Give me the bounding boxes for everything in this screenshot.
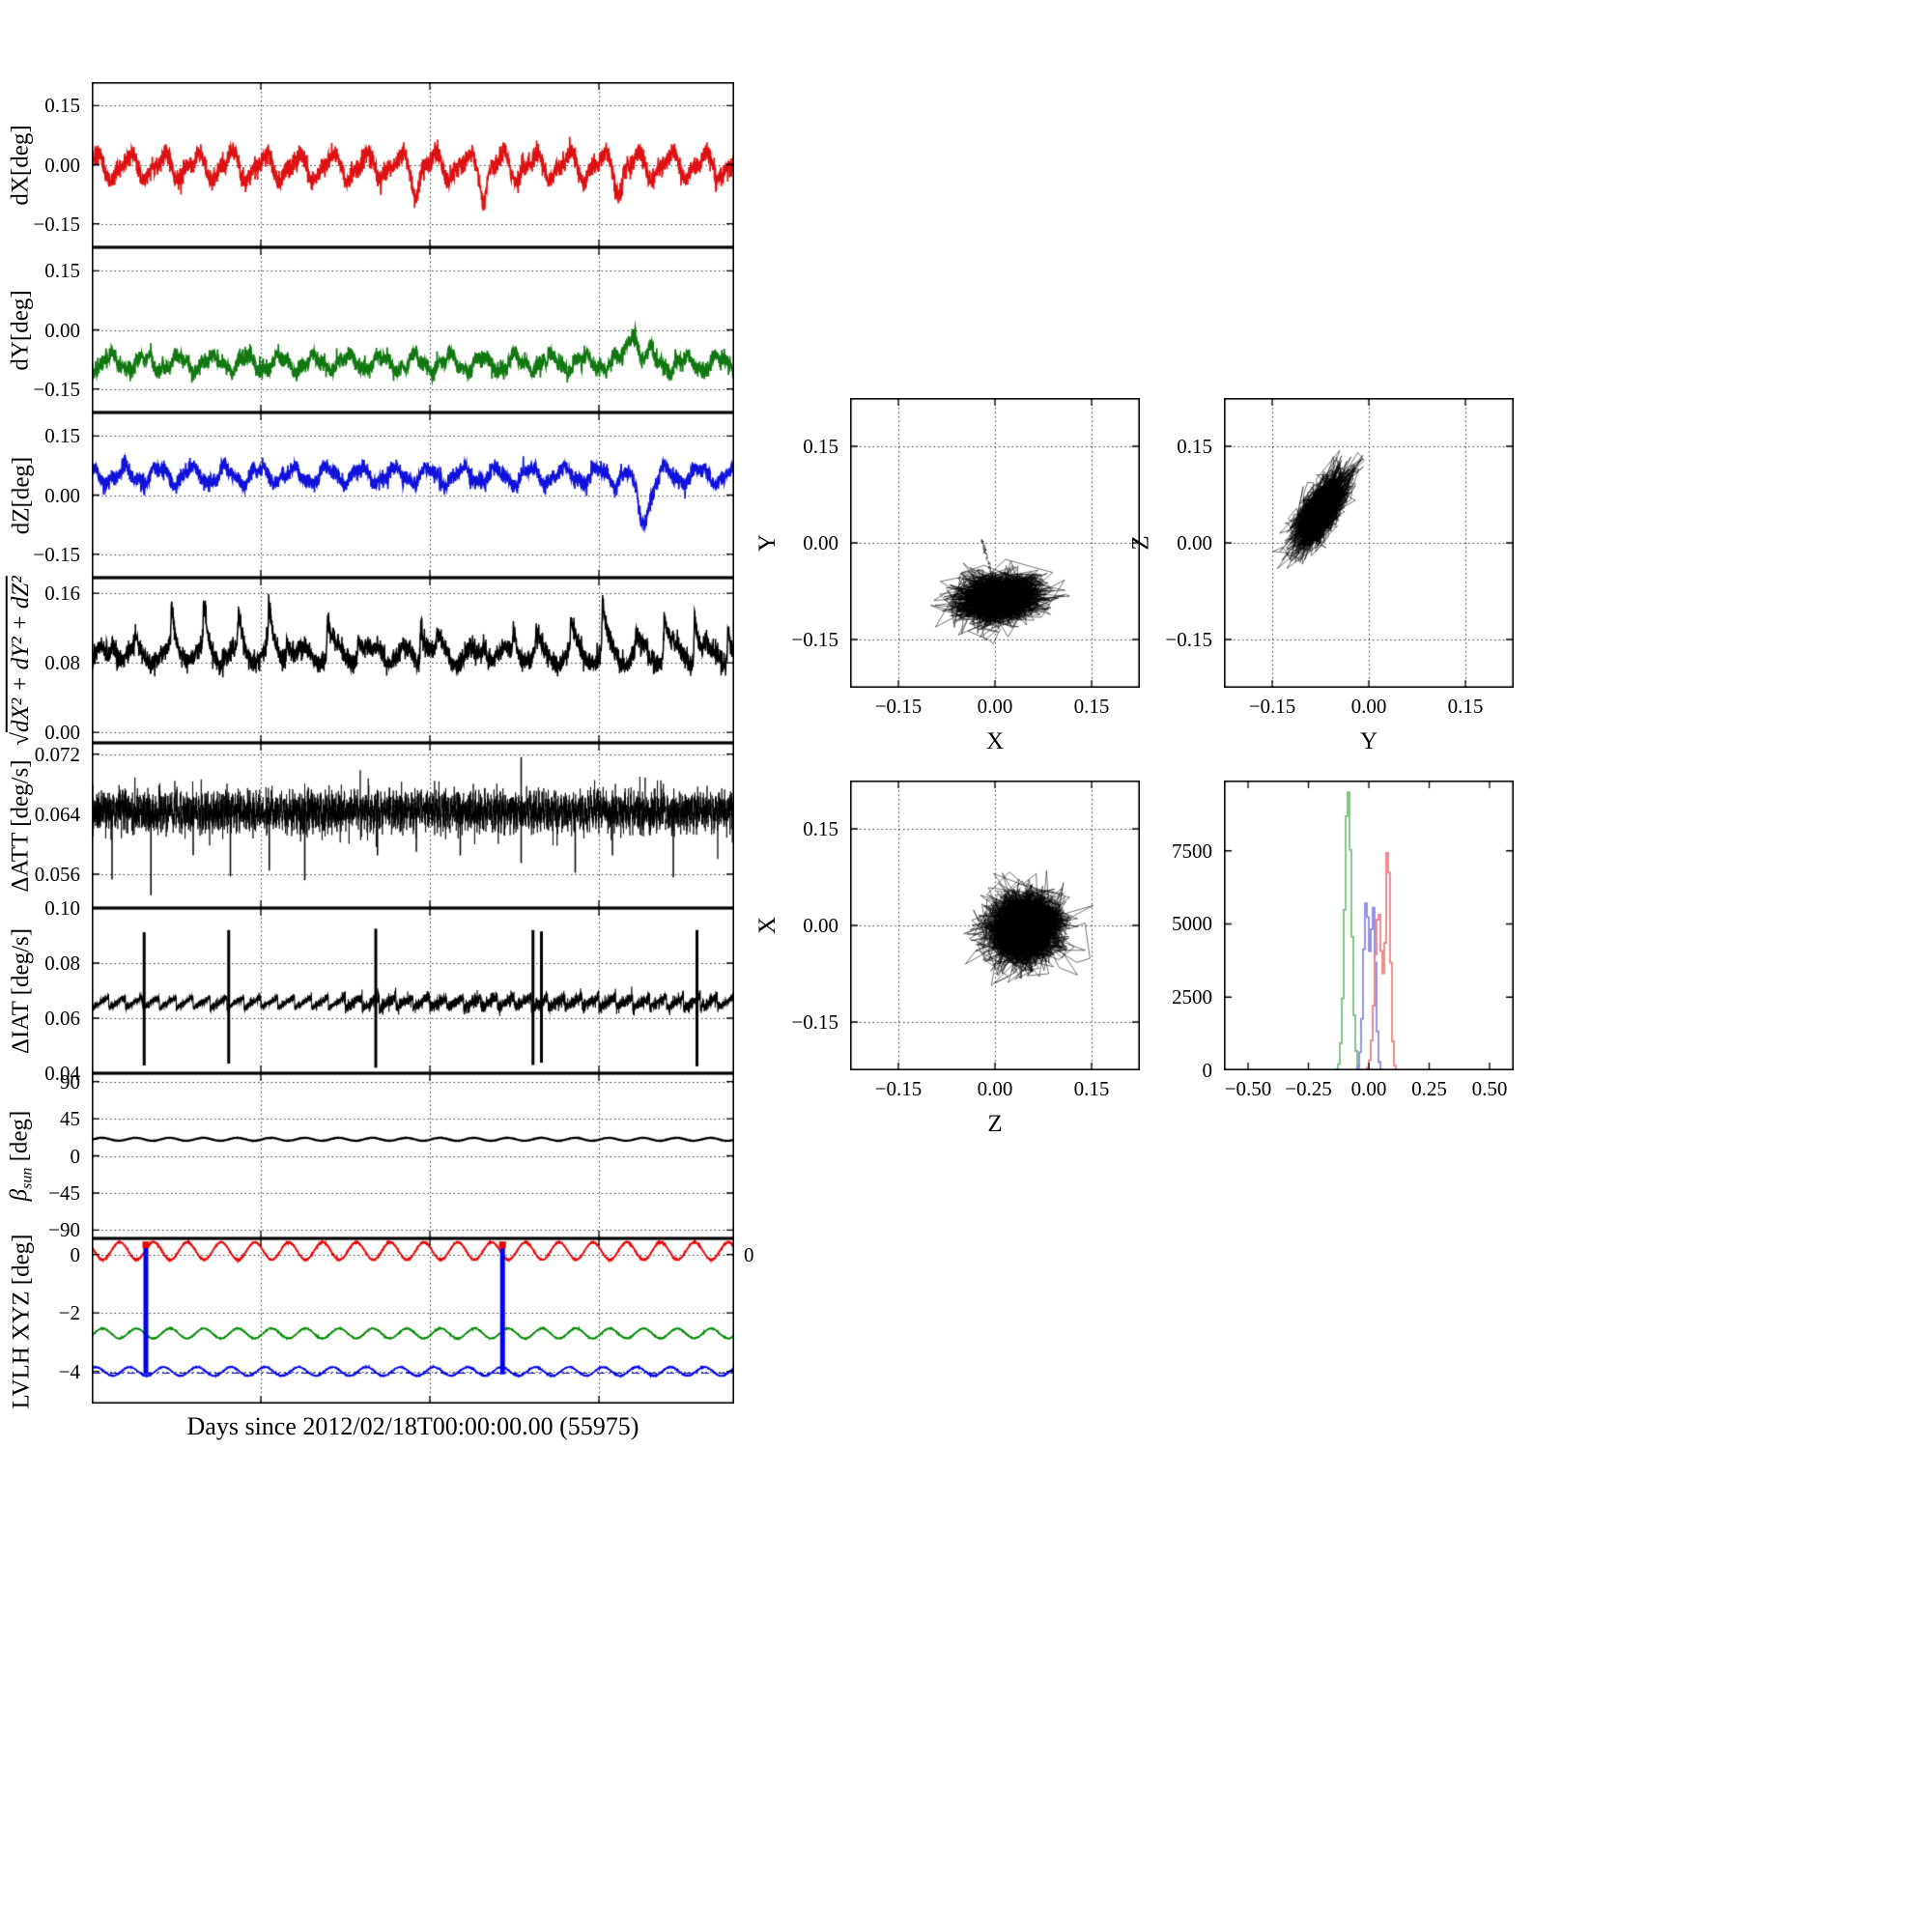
tick-label: 0.25 — [1411, 1077, 1447, 1100]
tick-label: −0.15 — [791, 1010, 838, 1034]
tick-label: 0.00 — [44, 318, 80, 342]
tick-label: 0.15 — [803, 435, 838, 458]
plot-dx-timeseries — [92, 82, 734, 247]
tick-label: 0.50 — [1471, 1077, 1508, 1100]
tick-label: 0.15 — [44, 259, 80, 283]
tick-label: −0.15 — [33, 542, 80, 566]
tick-label: 0 — [70, 1242, 81, 1266]
plot-yz-scatter — [1224, 398, 1514, 688]
tick-label: 0.06 — [44, 1007, 80, 1030]
yz-scatter-x-axis-label: Y — [1359, 728, 1378, 754]
tick-label: −90 — [48, 1218, 80, 1242]
tick-label: 0.08 — [44, 651, 80, 675]
tick-label: 0.15 — [1447, 695, 1484, 718]
tick-label: 0.00 — [803, 914, 838, 937]
plot-dz-timeseries — [92, 412, 734, 578]
tick-label: 0 — [70, 1144, 81, 1168]
tick-label: 0.00 — [803, 531, 838, 554]
plot-histogram — [1224, 781, 1514, 1070]
tick-label: 0.04 — [44, 1062, 80, 1085]
plot-rss-timeseries — [92, 578, 734, 743]
plot-dy-timeseries — [92, 247, 734, 412]
tick-label: −4 — [58, 1359, 80, 1383]
tick-label: −45 — [48, 1180, 80, 1205]
plot-zx-scatter — [850, 781, 1140, 1070]
tick-label: 0.00 — [44, 153, 80, 177]
tick-label: −0.15 — [791, 628, 838, 651]
tick-label: −0.15 — [33, 212, 80, 236]
tick-label: −0.25 — [1285, 1077, 1332, 1100]
tick-label: 0.072 — [34, 742, 80, 766]
tick-label: 0.00 — [44, 483, 80, 507]
tick-label: 0.15 — [1073, 1077, 1110, 1100]
tick-label: 0.10 — [44, 896, 80, 920]
tick-label: −0.15 — [1165, 628, 1212, 651]
plot-iat-timeseries — [92, 908, 734, 1073]
tick-label: 5000 — [1172, 912, 1212, 936]
tick-label: −0.15 — [33, 377, 80, 401]
tick-label: 0.15 — [1073, 695, 1110, 718]
tick-label: 2500 — [1172, 985, 1212, 1009]
plot-lvlh-timeseries — [92, 1238, 734, 1404]
tick-label: 0.15 — [1177, 435, 1212, 458]
tick-label: −2 — [58, 1301, 80, 1325]
tick-label: 45 — [60, 1107, 80, 1131]
tick-label: 0.00 — [977, 695, 1013, 718]
tick-label: −0.15 — [874, 695, 923, 718]
plot-xy-scatter — [850, 398, 1140, 688]
tick-label: 0.00 — [1350, 695, 1387, 718]
tick-label: 0.056 — [34, 863, 80, 887]
plot-att-timeseries — [92, 743, 734, 908]
y-axis-label-iat-text: ΔIAT [deg/s] — [8, 927, 34, 1054]
tick-label: 0.00 — [1177, 531, 1212, 554]
tick-label: 0.15 — [44, 94, 80, 118]
tick-label: −0.15 — [874, 1077, 923, 1100]
tick-label: 0.00 — [977, 1077, 1013, 1100]
tick-label: −0.15 — [1248, 695, 1296, 718]
tick-label: 90 — [60, 1069, 80, 1094]
tick-label: 0.15 — [44, 424, 80, 448]
tick-label: 0.15 — [803, 817, 838, 840]
zx-scatter-x-axis-label: Z — [987, 1111, 1003, 1137]
tick-label: 7500 — [1172, 838, 1212, 863]
tick-label: 0.064 — [34, 802, 80, 826]
xy-scatter-x-axis-label: X — [985, 728, 1005, 754]
tick-label: 0.16 — [44, 582, 80, 606]
plot-beta-sun-timeseries — [92, 1073, 734, 1238]
tick-label: 0.00 — [1350, 1077, 1387, 1100]
tick-label: −0.50 — [1224, 1077, 1272, 1100]
tick-label: 0.08 — [44, 952, 80, 975]
tick-label: 0.00 — [44, 721, 80, 745]
tick-label: 0 — [1202, 1059, 1213, 1082]
y-axis-label-iat: ΔIAT [deg/s] — [7, 908, 36, 1073]
x-axis-label: Days since 2012/02/18T00:00:00.00 (55975… — [186, 1412, 639, 1440]
lvlh-right-tick-label: 0 — [744, 1242, 754, 1266]
